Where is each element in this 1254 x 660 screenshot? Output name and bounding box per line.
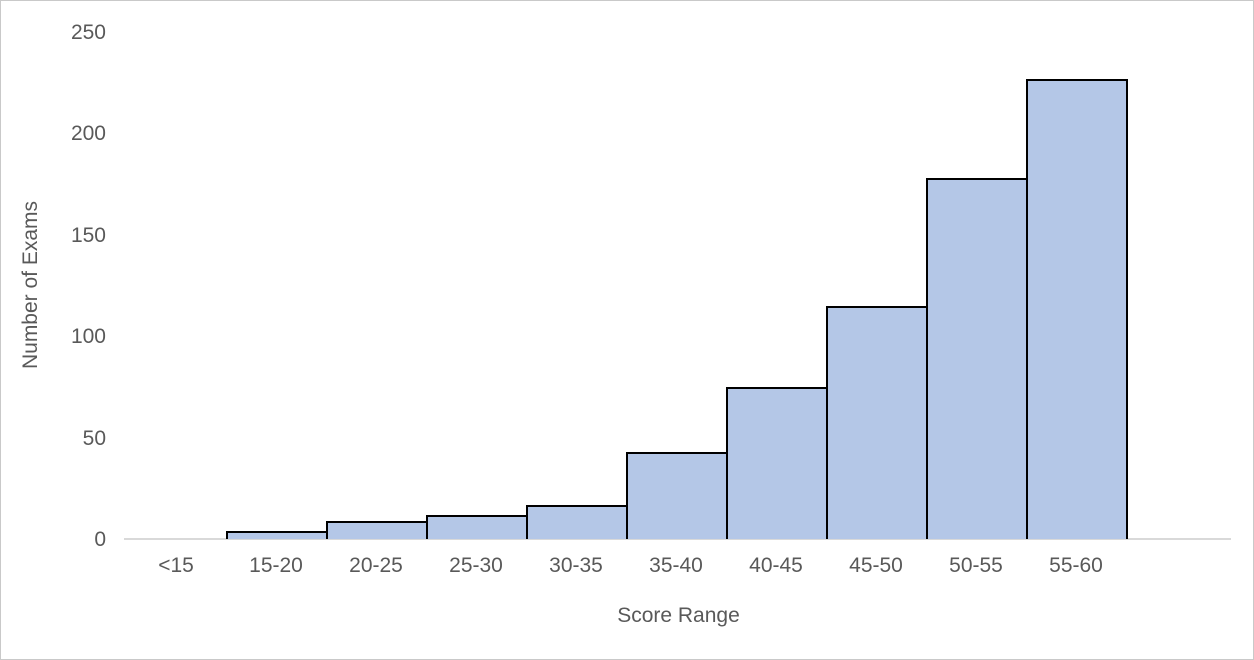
bar-45-50 [826, 306, 928, 539]
bar-30-35 [526, 505, 628, 539]
x-axis-line [124, 538, 1231, 540]
y-tick-label: 250 [70, 21, 106, 44]
x-tick-label: 15-20 [249, 554, 303, 577]
x-tick-label: 45-50 [849, 554, 903, 577]
y-tick-label: 150 [70, 223, 106, 247]
bar-50-55 [926, 178, 1028, 539]
x-tick-label: 40-45 [749, 554, 803, 577]
y-tick-label: 200 [70, 122, 106, 146]
x-tick-label: 55-60 [1049, 554, 1103, 577]
bar-20-25 [326, 521, 428, 539]
x-tick-label: 50-55 [949, 554, 1003, 577]
bar-55-60 [1026, 79, 1128, 539]
x-tick-label: 20-25 [349, 554, 403, 577]
bar-35-40 [626, 452, 728, 539]
x-tick-label: 35-40 [649, 554, 703, 577]
x-axis-title: Score Range [617, 604, 740, 627]
bar-15-20 [226, 531, 328, 539]
y-tick-label: 0 [94, 528, 106, 551]
x-tick-label: <15 [158, 554, 194, 577]
y-tick-label: 50 [82, 426, 106, 450]
x-tick-label: 30-35 [549, 554, 603, 577]
bar-25-30 [426, 515, 528, 539]
x-tick-label: 25-30 [449, 554, 503, 577]
y-tick-label: 100 [70, 325, 106, 349]
bar-40-45 [726, 387, 828, 539]
